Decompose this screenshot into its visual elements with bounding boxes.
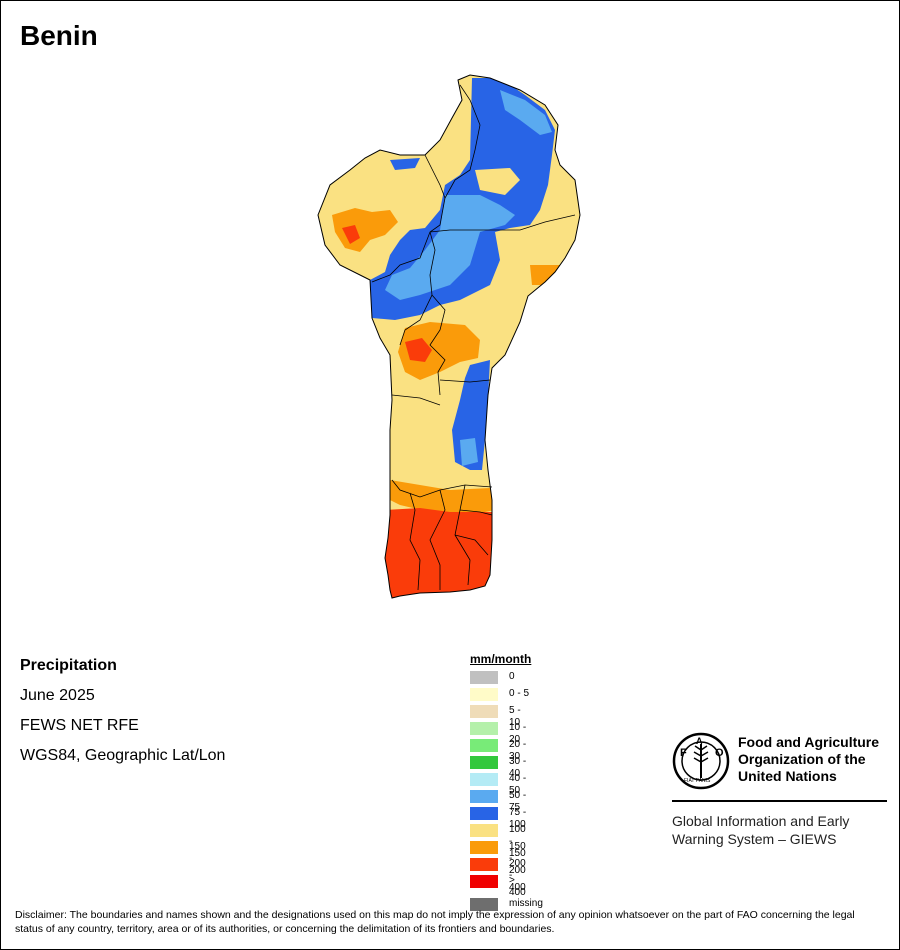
legend-label: 20 - 30 <box>509 739 527 762</box>
giews-name: Global Information and Early Warning Sys… <box>672 813 850 847</box>
legend-swatch <box>470 739 498 752</box>
legend-item: 10 - 20 <box>470 720 531 745</box>
legend-item: missing <box>470 896 543 913</box>
legend-item: 100 - 150 <box>470 822 531 859</box>
variable-label: Precipitation <box>20 657 117 674</box>
rain-zone-200-400-central <box>405 338 432 362</box>
legend-swatch <box>470 705 498 718</box>
legend-label: 0 <box>509 671 515 682</box>
legend-label: 5 - 10 <box>509 705 521 728</box>
legend-item: 40 - 50 <box>470 771 531 796</box>
rain-zone-75-100-northwest <box>390 158 420 170</box>
rain-zone-50-75-central <box>385 195 515 300</box>
legend-label: 200 - 400 <box>509 858 526 893</box>
legend-swatch <box>470 790 498 803</box>
rain-zone-200-400-south <box>380 508 495 598</box>
legend-swatch <box>470 841 498 854</box>
legend-label: 150 - 200 <box>509 841 526 876</box>
rain-zone-150-200-south-edge <box>390 480 495 515</box>
legend-label: 100 - 150 <box>509 824 526 859</box>
legend-swatch <box>470 875 498 888</box>
fao-logo-letter-f: F <box>680 747 687 759</box>
legend-item: > 400 <box>470 873 531 898</box>
legend-item: 150 - 200 <box>470 839 531 876</box>
legend-item: 200 - 400 <box>470 856 531 893</box>
country-boundary <box>317 74 581 599</box>
rain-zone-50-75-northeast <box>500 90 552 135</box>
legend-label: missing <box>509 898 543 909</box>
rain-zone-200-400-northwest <box>342 225 360 244</box>
source-label: FEWS NET RFE <box>20 717 139 734</box>
rain-zone-50-75-east <box>460 438 478 466</box>
map-info: Precipitation June 2025 FEWS NET RFE WGS… <box>20 656 225 776</box>
legend-label: 50 - 75 <box>509 790 527 813</box>
legend-item: 0 - 5 <box>470 686 531 703</box>
legend-label: 40 - 50 <box>509 773 527 796</box>
legend-title: mm/month <box>470 652 532 666</box>
fao-logo-letter-a: A <box>696 736 703 746</box>
legend-swatch <box>470 773 498 786</box>
legend-item: 50 - 75 <box>470 788 531 813</box>
legend-label: 10 - 20 <box>509 722 527 745</box>
legend-label: 0 - 5 <box>509 688 530 699</box>
fao-logo-letter-o: O <box>715 747 724 759</box>
legend-rows: 0 0 - 5 5 - 10 10 - 20 20 - 30 30 - 40 40 - 50… <box>470 669 543 913</box>
legend-item: 75 - 100 <box>470 805 531 830</box>
projection-label: WGS84, Geographic Lat/Lon <box>20 747 226 764</box>
legend-swatch <box>470 858 498 871</box>
fao-logo-icon: F O A FIAT PANIS <box>672 732 730 790</box>
rain-zone-150-200-central <box>398 322 480 380</box>
legend-swatch <box>470 898 498 911</box>
legend-label: > 400 <box>509 875 526 898</box>
department-boundaries <box>371 84 576 591</box>
legend-swatch <box>470 671 498 684</box>
legend-label: 75 - 100 <box>509 807 527 830</box>
legend: mm/month 0 0 - 5 5 - 10 10 - 20 20 - 30 30 - … <box>470 652 543 913</box>
benin-precipitation-map <box>317 74 581 599</box>
rain-zone-100-150-north <box>475 168 520 195</box>
period-label: June 2025 <box>20 687 95 704</box>
legend-label: 30 - 40 <box>509 756 527 779</box>
fao-org-name: Food and Agriculture Organization of the… <box>738 734 880 784</box>
legend-item: 30 - 40 <box>470 754 531 779</box>
fao-logo-motto: FIAT PANIS <box>684 778 711 784</box>
map-title: Benin <box>20 20 98 51</box>
legend-swatch <box>470 756 498 769</box>
legend-swatch <box>470 688 498 701</box>
disclaimer: Disclaimer: The boundaries and names sho… <box>15 909 855 935</box>
fao-divider <box>672 800 887 802</box>
legend-item: 20 - 30 <box>470 737 531 762</box>
legend-item: 5 - 10 <box>470 703 531 728</box>
legend-swatch <box>470 722 498 735</box>
legend-item: 0 <box>470 669 531 686</box>
legend-swatch <box>470 807 498 820</box>
legend-swatch <box>470 824 498 837</box>
